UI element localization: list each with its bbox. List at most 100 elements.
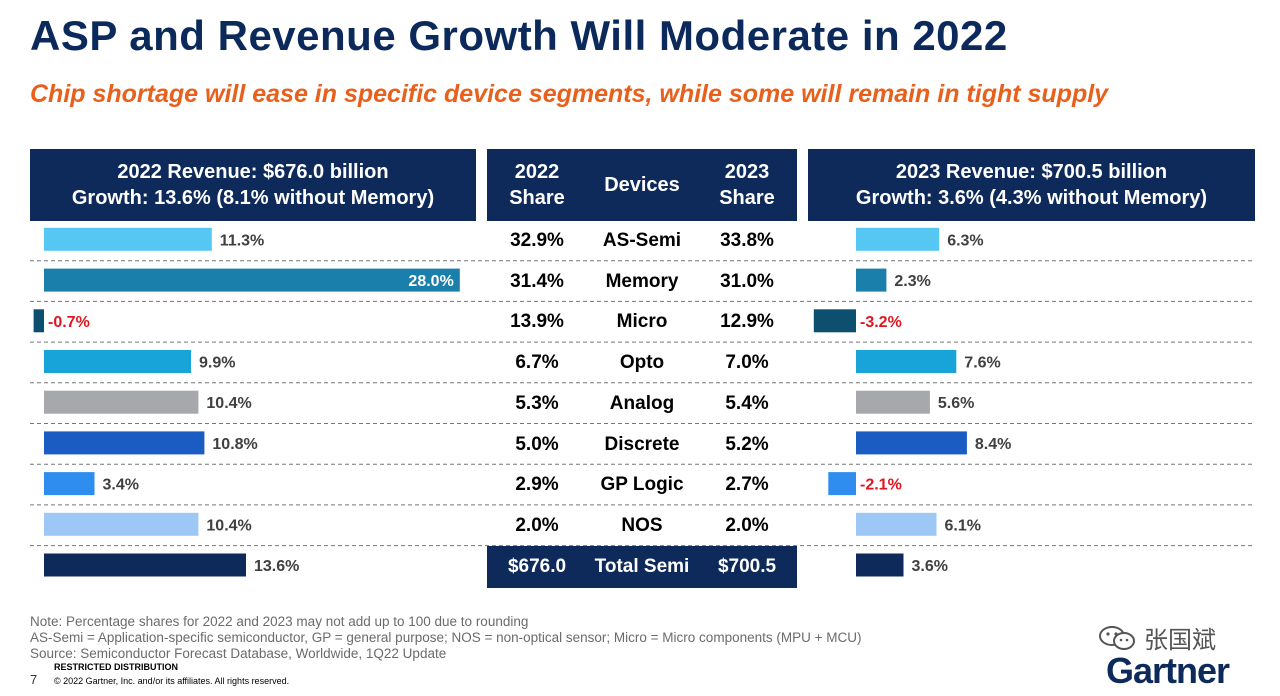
watermark-text: 张国斌 xyxy=(1144,627,1216,654)
bar xyxy=(856,431,967,455)
data-label: -2.1% xyxy=(860,477,902,494)
table-row: 5.0% Discrete 5.2% xyxy=(487,425,797,465)
data-label: 5.6% xyxy=(938,395,974,412)
share-2022-header-line2: Share xyxy=(509,187,565,209)
share-2023-header: 2023 Share xyxy=(697,159,797,211)
right-header-line2: Growth: 3.6% (4.3% without Memory) xyxy=(855,187,1208,209)
share-2022-cell: 2.9% xyxy=(515,474,559,496)
right-panel-header: 2023 Revenue: $700.5 billion Growth: 3.6… xyxy=(808,149,1255,221)
device-cell: Micro xyxy=(616,311,668,333)
note-line: Source: Semiconductor Forecast Database,… xyxy=(30,646,447,661)
bar xyxy=(856,227,940,251)
data-label: 13.6% xyxy=(254,558,299,575)
share-2022-header-line1: 2022 xyxy=(514,161,560,183)
share-2022-cell: 5.0% xyxy=(515,433,559,455)
page-subtitle: Chip shortage will ease in specific devi… xyxy=(30,80,1109,108)
bar xyxy=(44,268,460,292)
bar xyxy=(33,309,44,333)
bar xyxy=(813,309,856,333)
copyright: © 2022 Gartner, Inc. and/or its affiliat… xyxy=(54,676,290,686)
share-2023-cell: 33.8% xyxy=(720,230,774,251)
total-row: $676.0 Total Semi $700.5 xyxy=(487,546,797,588)
share-2023-cell: 12.9% xyxy=(720,311,774,333)
footnotes: Note: Percentage shares for 2022 and 202… xyxy=(30,614,861,662)
share-2023-header-line2: Share xyxy=(719,187,775,209)
revenue-growth-2022-chart: 11.3% 28.0% -0.7% 9.9% 10.4% 10.8% 3.4% 10.4% 13… xyxy=(33,227,460,577)
bar xyxy=(44,431,205,455)
total-2022-cell: $676.0 xyxy=(507,556,567,577)
total-2023-cell: $700.5 xyxy=(717,556,777,577)
table-row: 13.9% Micro 12.9% xyxy=(487,302,797,342)
wechat-icon xyxy=(1099,625,1135,650)
data-label: 10.4% xyxy=(206,517,251,534)
device-cell: Opto xyxy=(619,352,665,374)
data-label: 8.4% xyxy=(975,436,1011,453)
share-2022-cell: 5.3% xyxy=(515,392,559,414)
share-2023-cell: 5.4% xyxy=(725,392,769,414)
bar xyxy=(44,350,191,373)
share-2022-header: 2022 Share xyxy=(487,159,587,211)
share-2022-cell: 31.4% xyxy=(510,270,564,292)
gartner-logo: Gartner xyxy=(1106,650,1230,691)
data-label: 9.9% xyxy=(199,355,235,372)
revenue-growth-2023-chart: 6.3% 2.3% -3.2% 7.6% 5.6% 8.4% -2.1% 6.1% 3.6% xyxy=(813,227,1011,577)
share-2022-cell: 2.0% xyxy=(515,514,559,536)
bar xyxy=(856,553,904,577)
device-cell: NOS xyxy=(621,514,663,536)
share-2023-cell: 5.2% xyxy=(725,433,769,455)
table-row: 31.4% Memory 31.0% xyxy=(487,262,797,302)
data-label: 28.0% xyxy=(408,273,453,290)
share-2023-header-line1: 2023 xyxy=(724,161,770,183)
share-2022-cell: 32.9% xyxy=(510,230,564,251)
table-row: 6.7% Opto 7.0% xyxy=(487,343,797,383)
bar xyxy=(44,553,246,577)
bar xyxy=(44,390,199,414)
note-line: Note: Percentage shares for 2022 and 202… xyxy=(30,614,529,629)
share-2023-cell: 31.0% xyxy=(720,270,774,292)
total-device-cell: Total Semi xyxy=(594,556,690,577)
share-2023-cell: 7.0% xyxy=(725,352,769,374)
share-2023-cell: 2.0% xyxy=(725,514,769,536)
right-header-line1: 2023 Revenue: $700.5 billion xyxy=(895,161,1168,183)
data-label: 11.3% xyxy=(220,232,264,249)
share-2023-cell: 2.7% xyxy=(725,474,769,496)
bar xyxy=(44,472,95,496)
data-label: 2.3% xyxy=(894,273,930,290)
table-row: 2.9% GP Logic 2.7% xyxy=(487,465,797,505)
data-label: -3.2% xyxy=(860,314,902,331)
watermark: 张国斌 xyxy=(1098,620,1216,655)
table-row: 32.9% AS-Semi 33.8% xyxy=(487,221,797,261)
table-row: 5.3% Analog 5.4% xyxy=(487,384,797,424)
bar xyxy=(856,512,937,536)
bar xyxy=(44,512,199,536)
page-title: ASP and Revenue Growth Will Moderate in … xyxy=(30,12,1008,59)
bar xyxy=(856,268,887,292)
bar xyxy=(856,350,957,373)
bar xyxy=(856,390,930,414)
page-number: 7 xyxy=(30,672,38,687)
data-label: 6.3% xyxy=(947,232,983,249)
data-label: 10.4% xyxy=(206,395,251,412)
device-cell: Discrete xyxy=(604,433,680,455)
device-cell: GP Logic xyxy=(600,474,684,496)
device-cell: Analog xyxy=(609,392,675,414)
data-label: 3.6% xyxy=(912,558,948,575)
device-cell: Memory xyxy=(605,270,679,292)
data-label: 10.8% xyxy=(212,436,257,453)
share-2022-cell: 6.7% xyxy=(515,352,559,374)
data-label: 3.4% xyxy=(103,477,139,494)
note-line: AS-Semi = Application-specific semicondu… xyxy=(30,630,862,645)
left-header-line2: Growth: 13.6% (8.1% without Memory) xyxy=(71,187,435,209)
left-panel-header: 2022 Revenue: $676.0 billion Growth: 13.… xyxy=(30,149,476,221)
bar xyxy=(828,472,856,496)
device-cell: AS-Semi xyxy=(602,230,682,251)
data-label: 7.6% xyxy=(964,355,1000,372)
data-label: -0.7% xyxy=(48,314,90,331)
mid-panel-header: 2022 Share Devices 2023 Share xyxy=(487,149,797,221)
data-label: 6.1% xyxy=(945,517,981,534)
share-2022-cell: 13.9% xyxy=(510,311,564,333)
table-row: 2.0% NOS 2.0% xyxy=(487,506,797,546)
restricted-label: RESTRICTED DISTRIBUTION xyxy=(54,662,179,672)
devices-header: Devices xyxy=(604,174,680,196)
